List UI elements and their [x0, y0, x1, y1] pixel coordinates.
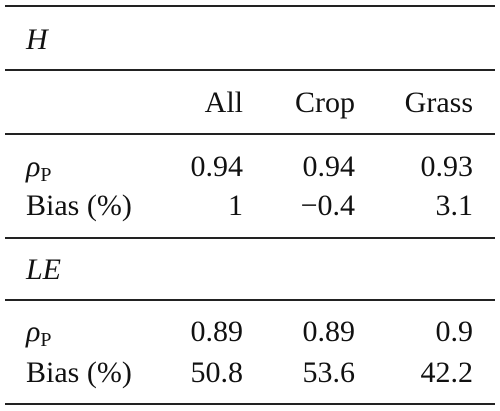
column-header-grass: Grass: [404, 86, 473, 119]
table-rule-header: [5, 133, 495, 135]
table-cell: 3.1: [435, 189, 474, 222]
table-cell: 0.89: [190, 315, 244, 348]
table-cell: 50.8: [190, 356, 244, 389]
table-cell: 0.94: [302, 150, 356, 183]
row-label-rho-h: ρP: [26, 150, 52, 186]
table-rule-top: [5, 5, 495, 7]
table-cell: 42.2: [420, 356, 474, 389]
table-cell: 1: [228, 189, 243, 222]
rho-subscript: P: [40, 329, 52, 351]
section-title-le: LE: [26, 253, 62, 286]
column-header-crop: Crop: [295, 86, 355, 119]
rho-symbol: ρ: [26, 315, 41, 348]
table-rule-h-title: [5, 69, 495, 71]
table-cell: 0.89: [302, 315, 356, 348]
table-cell: 0.94: [190, 150, 244, 183]
table-cell: 53.6: [302, 356, 356, 389]
row-label-bias-le: Bias (%): [26, 356, 132, 389]
rho-symbol: ρ: [26, 150, 41, 183]
section-title-h: H: [26, 23, 48, 56]
row-label-rho-le: ρP: [26, 315, 52, 351]
table-cell: −0.4: [300, 189, 355, 222]
rho-subscript: P: [40, 164, 52, 186]
column-header-all: All: [204, 86, 243, 119]
table-rule-bottom: [5, 403, 495, 405]
row-label-bias-h: Bias (%): [26, 189, 132, 222]
table-rule-section-divider: [5, 237, 495, 239]
table-cell: 0.9: [435, 315, 474, 348]
table-rule-le-title: [5, 299, 495, 301]
table-cell: 0.93: [420, 150, 474, 183]
